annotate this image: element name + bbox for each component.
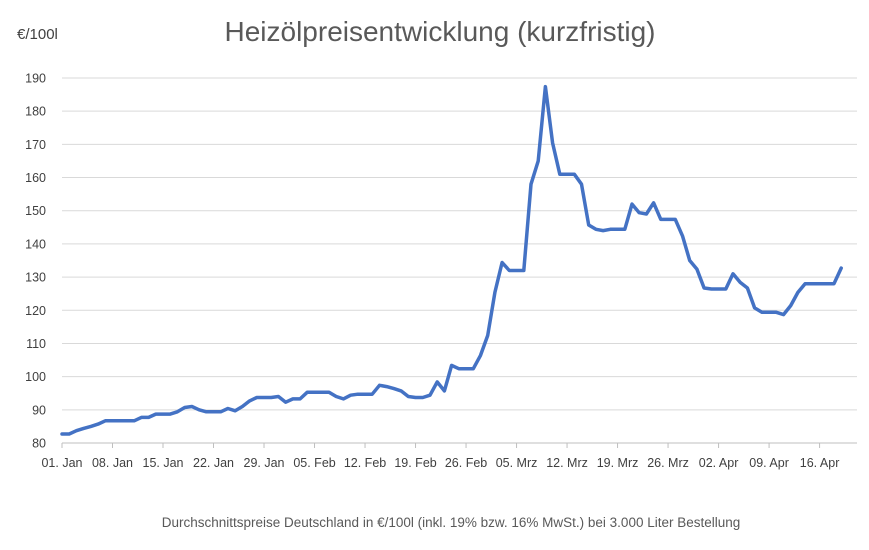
x-tick-label: 26. Feb (445, 456, 487, 470)
y-tick-label: 160 (25, 171, 46, 185)
x-tick-label: 19. Feb (394, 456, 436, 470)
x-tick-label: 02. Apr (699, 456, 739, 470)
chart-footnote: Durchschnittspreise Deutschland in €/100… (162, 515, 741, 530)
y-tick-label: 130 (25, 271, 46, 285)
y-tick-labels: 80 90 100 110 120 130 140 150 160 170 180 190 (25, 72, 46, 451)
x-tick-label: 05. Mrz (496, 456, 538, 470)
x-tick-label: 19. Mrz (597, 456, 639, 470)
y-tick-label: 140 (25, 237, 46, 251)
y-tick-label: 190 (25, 72, 46, 86)
y-tick-label: 100 (25, 370, 46, 384)
x-tick-labels: 01. Jan 08. Jan 15. Jan 22. Jan 29. Jan 05. F… (41, 456, 839, 470)
y-tick-label: 80 (32, 437, 46, 451)
x-tick-label: 12. Mrz (546, 456, 588, 470)
x-tick-label: 01. Jan (41, 456, 82, 470)
x-tick-label: 26. Mrz (647, 456, 689, 470)
x-tick-label: 08. Jan (92, 456, 133, 470)
y-axis-unit: €/100l (17, 26, 58, 43)
y-tick-label: 120 (25, 304, 46, 318)
y-tick-label: 90 (32, 403, 46, 417)
y-tick-label: 110 (26, 337, 46, 351)
x-tick-label: 09. Apr (749, 456, 789, 470)
gridlines (61, 77, 857, 448)
x-tick-label: 12. Feb (344, 456, 386, 470)
price-series-line (60, 84, 843, 436)
x-tick-label: 15. Jan (143, 456, 184, 470)
chart-title: Heizölpreisentwicklung (kurzfristig) (224, 16, 655, 47)
x-tick-label: 16. Apr (800, 456, 840, 470)
series-layer (60, 84, 843, 436)
y-tick-label: 180 (25, 105, 46, 119)
x-tick-label: 22. Jan (193, 456, 234, 470)
x-tick-label: 29. Jan (244, 456, 285, 470)
y-tick-label: 170 (25, 138, 46, 152)
y-tick-label: 150 (25, 204, 46, 218)
x-tick-label: 05. Feb (293, 456, 335, 470)
